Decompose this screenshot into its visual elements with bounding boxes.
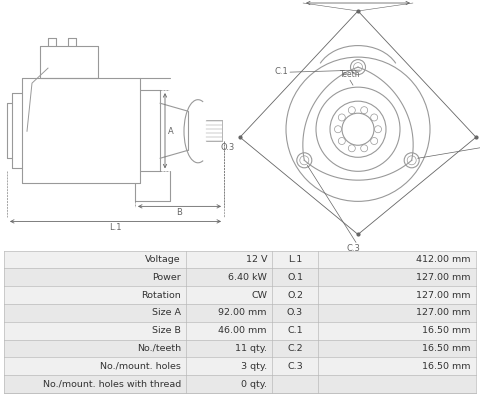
Text: 3 qty.: 3 qty. (241, 362, 267, 371)
Text: 46.00 mm: 46.00 mm (218, 326, 267, 335)
Bar (4, 375, 476, 393)
Text: 92.00 mm: 92.00 mm (218, 308, 267, 317)
Text: L.1: L.1 (288, 255, 302, 264)
Text: Size B: Size B (152, 326, 181, 335)
Text: No./mount. holes with thread: No./mount. holes with thread (43, 380, 181, 388)
Text: 12 V: 12 V (245, 255, 267, 264)
Text: Power: Power (152, 273, 181, 282)
Text: C.1: C.1 (287, 326, 303, 335)
Bar (4, 304, 476, 322)
Text: 127.00 mm: 127.00 mm (417, 273, 471, 282)
Text: 16.50 mm: 16.50 mm (422, 326, 471, 335)
Text: O.1: O.1 (351, 0, 365, 1)
Text: Voltage: Voltage (145, 255, 181, 264)
Text: No./teeth: No./teeth (137, 344, 181, 353)
Text: O.3: O.3 (287, 308, 303, 317)
Bar (4, 322, 476, 339)
Text: No./mount. holes: No./mount. holes (100, 362, 181, 371)
Text: 11 qty.: 11 qty. (235, 344, 267, 353)
Text: 0 qty.: 0 qty. (241, 380, 267, 388)
Text: L.1: L.1 (109, 223, 121, 232)
Text: 127.00 mm: 127.00 mm (417, 291, 471, 299)
Text: CW: CW (251, 291, 267, 299)
Bar (4, 251, 476, 268)
Text: Rotation: Rotation (141, 291, 181, 299)
Text: 6.40 kW: 6.40 kW (228, 273, 267, 282)
Text: 16.50 mm: 16.50 mm (422, 362, 471, 371)
Text: Teeth: Teeth (340, 70, 360, 79)
Text: Size A: Size A (152, 308, 181, 317)
Text: O.1: O.1 (287, 273, 303, 282)
Text: 127.00 mm: 127.00 mm (417, 308, 471, 317)
Text: C.3: C.3 (287, 362, 303, 371)
Text: A: A (168, 127, 174, 136)
Text: C.1: C.1 (274, 67, 288, 76)
Bar (4, 286, 476, 304)
Bar (4, 339, 476, 357)
Text: C.3: C.3 (346, 244, 360, 253)
Text: O.2: O.2 (287, 291, 303, 299)
Bar (4, 357, 476, 375)
Text: 412.00 mm: 412.00 mm (417, 255, 471, 264)
Bar (4, 268, 476, 286)
Text: C.2: C.2 (287, 344, 303, 353)
Text: O.3: O.3 (221, 143, 235, 152)
Text: B: B (176, 208, 182, 217)
Text: 16.50 mm: 16.50 mm (422, 344, 471, 353)
